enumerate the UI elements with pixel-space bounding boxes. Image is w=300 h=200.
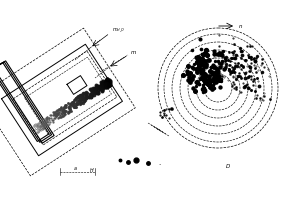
Text: $\cdot$: $\cdot$	[158, 160, 161, 166]
Text: $a$: $a$	[73, 164, 77, 171]
Text: $D$: $D$	[225, 162, 231, 170]
Text: $n$: $n$	[238, 22, 243, 29]
Text: $m$: $m$	[130, 49, 137, 56]
Text: $m_{H_2O}$: $m_{H_2O}$	[112, 27, 125, 35]
Text: $H$: $H$	[89, 166, 95, 174]
